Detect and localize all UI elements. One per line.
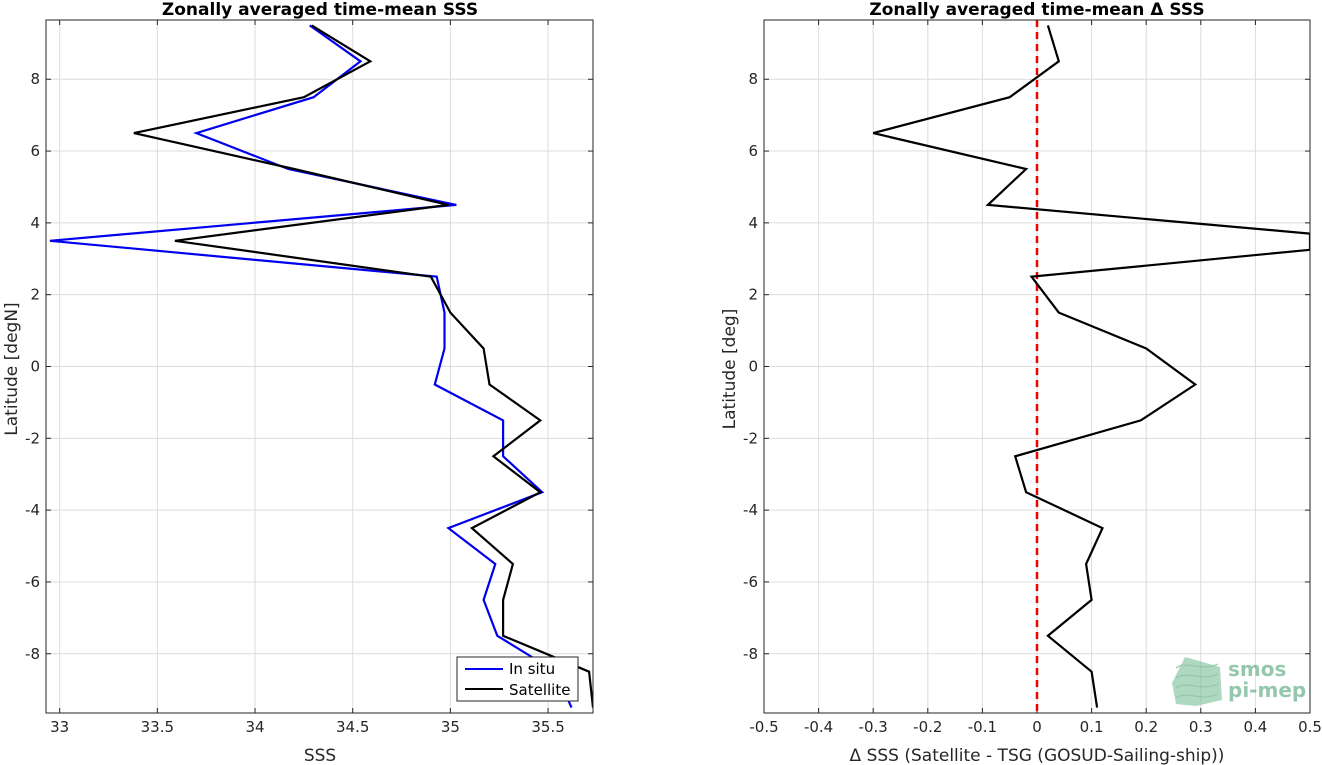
axes-frame: [45, 19, 594, 714]
y-tick-label: 2: [748, 286, 758, 304]
x-tick-label: 0: [1032, 718, 1042, 736]
logo-wave-lines: [1175, 663, 1219, 699]
x-tick-label: 0.5: [1298, 718, 1322, 736]
y-tick-label: -6: [25, 573, 40, 591]
x-tick-label: -0.4: [804, 718, 833, 736]
y-tick-label: -8: [743, 645, 758, 663]
x-tick-label: 34: [245, 718, 264, 736]
x-tick-label: 35: [441, 718, 460, 736]
left-panel-sss: Zonally averaged time-mean SSS SSS Latit…: [2, 0, 594, 765]
y-tick-label: -4: [25, 501, 40, 519]
y-tick-label: -2: [743, 429, 758, 447]
right-chart-title: Zonally averaged time-mean Δ SSS: [869, 0, 1204, 20]
y-tick-label: 4: [30, 214, 40, 232]
y-tick-label: -8: [25, 645, 40, 663]
left-x-axis-label: SSS: [304, 746, 336, 765]
logo-wave-shape: [1172, 657, 1222, 706]
x-tick-label: 0.2: [1134, 718, 1158, 736]
smos-pi-mep-logo: smos pi-mep: [1172, 657, 1306, 706]
axes-frame: [763, 19, 1311, 714]
left-chart-title: Zonally averaged time-mean SSS: [162, 0, 478, 20]
x-tick-label: -0.2: [913, 718, 942, 736]
x-tick-label: 35.5: [531, 718, 564, 736]
logo-text-pi-mep: pi-mep: [1228, 678, 1306, 702]
series-line-in-situ: [49, 24, 573, 709]
right-panel-delta-sss: Zonally averaged time-mean Δ SSS Δ SSS (…: [720, 0, 1322, 765]
logo-text-smos: smos: [1228, 657, 1286, 681]
y-tick-label: 8: [748, 70, 758, 88]
y-tick-label: 0: [30, 358, 40, 376]
y-tick-label: -6: [743, 573, 758, 591]
legend-label-satellite: Satellite: [509, 681, 570, 699]
x-tick-label: 33: [50, 718, 69, 736]
y-tick-label: 6: [30, 142, 40, 160]
left-y-axis-label: Latitude [degN]: [2, 302, 22, 435]
x-tick-label: 34.5: [336, 718, 369, 736]
x-tick-label: 0.4: [1243, 718, 1267, 736]
y-tick-label: -2: [25, 429, 40, 447]
x-tick-label: 0.3: [1189, 718, 1213, 736]
y-tick-label: 4: [748, 214, 758, 232]
y-tick-label: 0: [748, 358, 758, 376]
y-tick-label: 6: [748, 142, 758, 160]
legend-label-in-situ: In situ: [509, 660, 555, 678]
y-tick-label: 8: [30, 70, 40, 88]
legend-box: [456, 656, 579, 702]
grid: [46, 20, 593, 713]
ticks: 33 33.5 34 34.5 35 35.5 -8 -6 -4 -2 0 2 4 6 8: [25, 20, 593, 736]
x-tick-label: 33.5: [141, 718, 174, 736]
y-tick-label: -4: [743, 501, 758, 519]
x-tick-label: -0.3: [859, 718, 888, 736]
x-tick-label: -0.5: [749, 718, 778, 736]
y-tick-label: 2: [30, 286, 40, 304]
series-line-satellite: [133, 24, 593, 708]
x-tick-label: -0.1: [968, 718, 997, 736]
legend: In situ Satellite: [456, 656, 579, 702]
x-tick-label: 0.1: [1080, 718, 1104, 736]
series-line-delta-0: [872, 25, 1310, 708]
right-x-axis-label: Δ SSS (Satellite - TSG (GOSUD-Sailing-sh…: [850, 746, 1225, 765]
right-y-axis-label: Latitude [deg]: [720, 309, 740, 430]
